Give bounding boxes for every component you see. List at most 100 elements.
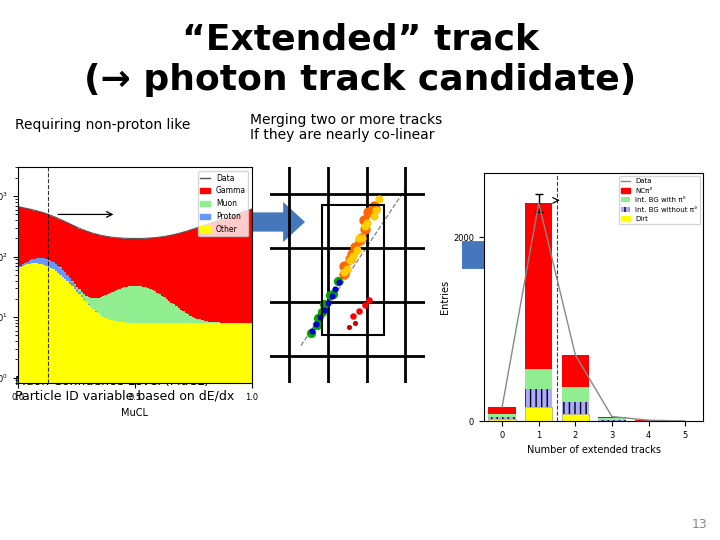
Bar [182,232,184,311]
Bar [220,323,222,540]
Bar [184,232,187,313]
Point [319,299,330,308]
Bar [132,286,135,323]
Bar [81,295,83,297]
Bar [189,323,192,540]
Point [312,314,324,322]
Bar [163,298,166,323]
Bar [142,239,145,287]
Bar [76,287,78,288]
Bar [244,212,246,323]
Point [338,269,350,278]
Bar [119,238,121,289]
Bar [222,219,225,323]
Bar [251,209,253,323]
Bar [128,322,130,540]
Bar [81,297,83,540]
Bar [97,235,99,298]
Bar [182,311,184,323]
Point [343,322,355,331]
Bar [151,290,154,323]
Bar [125,287,128,322]
Bar [213,222,215,322]
Text: 13: 13 [692,518,708,531]
Bar [156,323,158,540]
Bar [42,265,45,540]
Bar [206,321,208,323]
Bar [323,205,384,335]
Bar [114,321,116,540]
Bar [194,323,197,540]
Bar [69,278,71,284]
Bar [29,264,31,540]
Bar [55,271,57,540]
Bar [138,323,140,540]
Bar [525,369,552,389]
Bar [71,225,73,281]
Bar [62,221,64,269]
Bar [197,323,199,540]
Bar [57,219,59,266]
Bar [92,309,95,540]
Bar [197,228,199,319]
Bar [112,238,114,292]
Text: If they are nearly co-linear: If they are nearly co-linear [250,128,434,142]
Bar [33,211,36,259]
Text: Particle ID variable based on dE/dx: Particle ID variable based on dE/dx [15,389,234,402]
Bar [121,238,123,288]
Bar [73,285,76,289]
Bar [102,236,104,296]
Bar [83,299,86,300]
Bar [33,259,36,263]
Bar [26,261,29,264]
Bar [182,323,184,540]
Bar [180,309,182,323]
Bar [19,266,22,267]
Bar [228,217,230,323]
Bar [145,323,147,540]
Bar [173,305,175,323]
Point [346,250,358,259]
Point [369,205,380,214]
Bar [66,281,69,540]
Bar [562,355,589,387]
Bar [48,215,50,260]
Bar [59,268,62,275]
Bar [171,235,173,302]
Bar [132,239,135,286]
Text: (→ photon track candidate): (→ photon track candidate) [84,63,636,97]
Bar [45,259,48,266]
Bar [130,239,132,286]
Bar [192,316,194,323]
Bar [19,267,22,540]
Bar [138,239,140,286]
Bar [121,288,123,322]
Bar [109,320,112,540]
Bar [246,211,248,323]
Bar [112,292,114,320]
Bar [109,293,112,320]
Bar [31,259,33,264]
Bar [199,323,201,540]
Bar [149,289,151,323]
Bar [208,224,211,322]
Bar [222,323,225,540]
Bar [525,407,552,421]
Bar [57,273,59,540]
Bar [166,237,168,299]
Bar [168,236,171,301]
Point [325,292,337,301]
Bar [187,231,189,314]
Point [354,306,365,315]
Bar [154,323,156,540]
Bar [237,214,239,323]
Bar [128,239,130,286]
Bar [102,316,104,540]
Bar [189,315,192,323]
Bar [154,238,156,292]
Bar [38,212,40,258]
Bar [26,209,29,261]
Bar [201,226,204,320]
Bar [187,314,189,323]
Bar [130,286,132,323]
